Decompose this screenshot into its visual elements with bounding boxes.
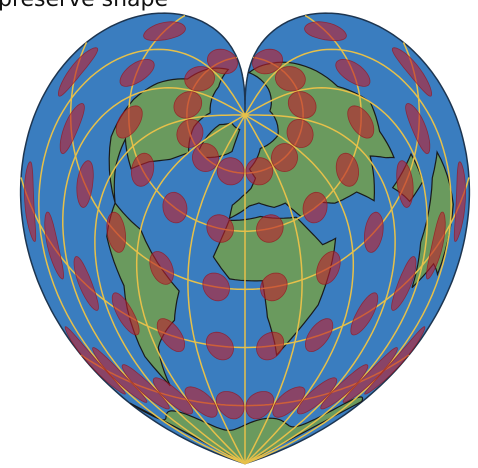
tissot-indicatrix: [335, 152, 359, 187]
caption: preserve shape: [0, 0, 168, 12]
tissot-indicatrix: [143, 21, 186, 42]
tissot-indicatrix: [245, 157, 274, 186]
tissot-indicatrix: [44, 211, 65, 280]
tissot-indicatrix: [245, 391, 275, 420]
tissot-indicatrix: [304, 21, 347, 42]
tissot-indicatrix: [202, 272, 230, 302]
tissot-indicatrix: [184, 386, 218, 418]
tissot-indicatrix: [364, 326, 426, 395]
tissot-indicatrix: [119, 58, 155, 87]
tissot-indicatrix: [149, 251, 174, 285]
tissot-indicatrix: [205, 331, 234, 361]
tissot-indicatrix: [350, 292, 379, 336]
tissot-indicatrix: [58, 47, 99, 97]
parallel: [128, 14, 362, 232]
tissot-indicatrix: [286, 118, 314, 148]
tissot-indicatrix: [121, 364, 170, 410]
tissot-indicatrix: [391, 256, 417, 311]
tissot-indicatrix: [206, 214, 234, 243]
tissot-indicatrix: [73, 256, 99, 311]
tissot-layer: [23, 21, 467, 420]
tissot-indicatrix: [391, 47, 432, 97]
tissot-indicatrix: [64, 326, 126, 395]
tissot-indicatrix: [23, 161, 37, 242]
tissot-indicatrix: [106, 211, 126, 253]
tissot-indicatrix: [302, 191, 328, 224]
tissot-indicatrix: [272, 386, 306, 418]
parallel: [186, 56, 304, 174]
tissot-indicatrix: [364, 211, 384, 253]
tissot-indicatrix: [111, 292, 140, 336]
tissot-indicatrix: [256, 331, 285, 361]
parallel: [20, 177, 470, 349]
tissot-indicatrix: [453, 161, 467, 242]
tissot-indicatrix: [347, 105, 375, 139]
tissot-indicatrix: [396, 160, 414, 208]
tissot-indicatrix: [274, 66, 306, 92]
tissot-indicatrix: [184, 66, 216, 92]
tissot-indicatrix: [59, 103, 85, 155]
tissot-indicatrix: [92, 347, 148, 403]
tissot-indicatrix: [260, 272, 288, 302]
tissot-indicatrix: [176, 118, 204, 148]
tissot-indicatrix: [256, 214, 284, 243]
tissot-indicatrix: [405, 103, 431, 155]
tissot-indicatrix: [131, 152, 155, 187]
parallel: [69, 42, 421, 291]
tissot-indicatrix: [335, 58, 371, 87]
tissot-indicatrix: [216, 157, 245, 186]
tissot-indicatrix: [152, 377, 193, 415]
tissot-indicatrix: [425, 211, 446, 280]
tissot-indicatrix: [287, 91, 317, 119]
tissot-indicatrix: [304, 318, 334, 353]
tissot-indicatrix: [156, 318, 186, 353]
tissot-indicatrix: [297, 377, 338, 415]
tissot-indicatrix: [76, 160, 94, 208]
tissot-indicatrix: [162, 191, 188, 224]
tissot-indicatrix: [115, 105, 143, 139]
tissot-indicatrix: [215, 391, 245, 420]
tissot-indicatrix: [207, 48, 238, 75]
tissot-indicatrix: [191, 143, 220, 173]
tissot-indicatrix: [316, 251, 341, 285]
tissot-indicatrix: [320, 364, 369, 410]
tissot-indicatrix: [173, 91, 203, 119]
tissot-indicatrix: [252, 48, 283, 75]
tissot-indicatrix: [270, 143, 299, 173]
tissot-indicatrix: [342, 347, 398, 403]
